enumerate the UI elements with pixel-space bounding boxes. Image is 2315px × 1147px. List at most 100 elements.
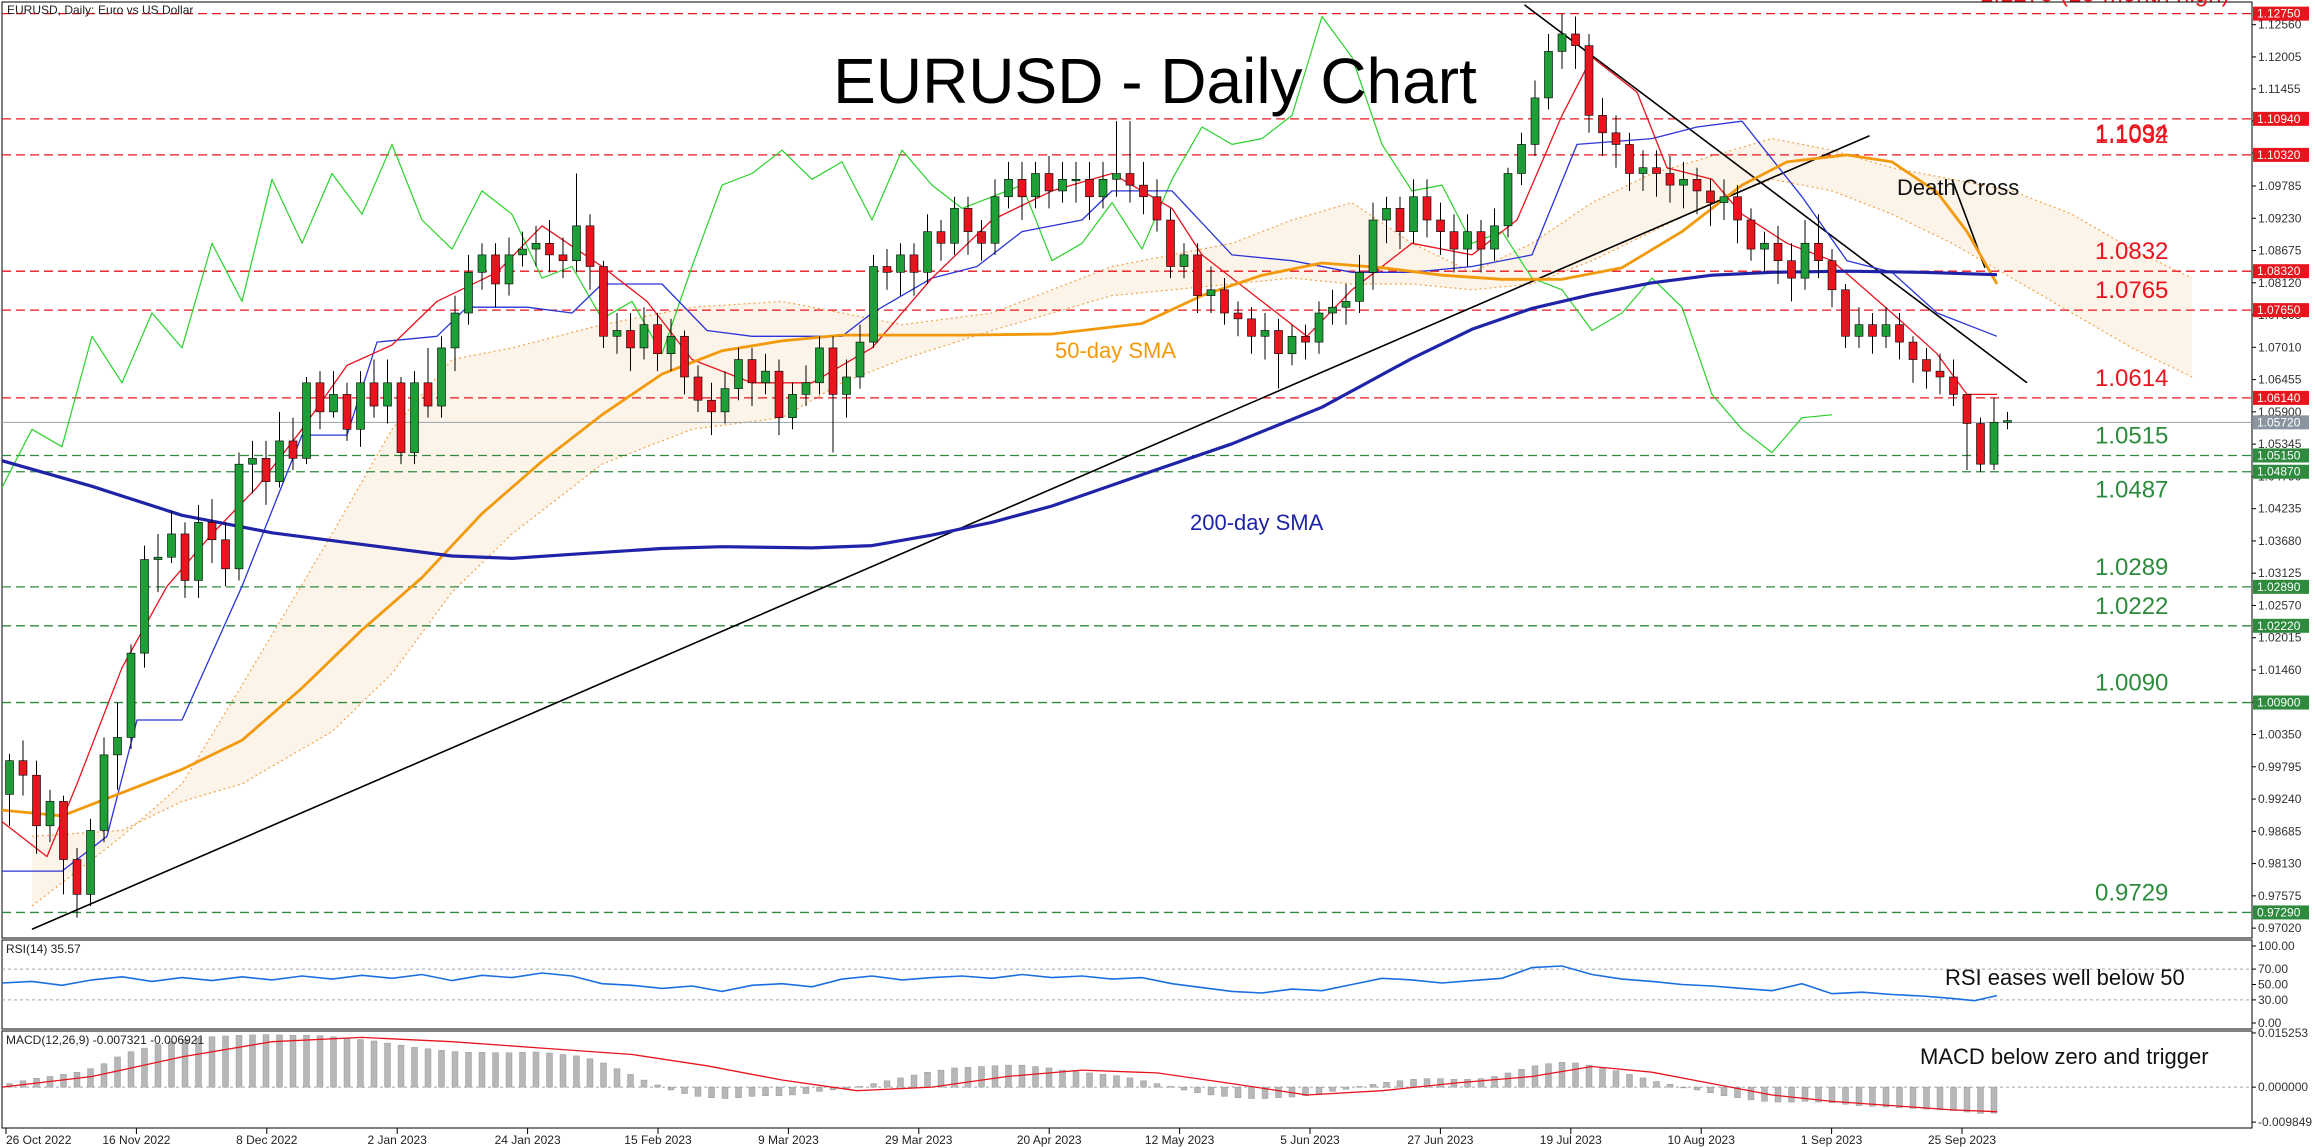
chart-title: EURUSD - Daily Chart [833,45,1477,117]
macd-histogram-bar [100,1063,108,1088]
trendline [1524,4,2028,384]
level-label: 1.1275 (18-month high) [1980,0,2230,8]
candle [1125,121,1135,203]
candle [1733,185,1742,244]
macd-histogram-bar [1207,1086,1215,1096]
macd-label: MACD(12,26,9) -0.007321 -0.006921 [6,1033,204,1047]
candle [18,740,28,796]
macd-histogram-bar [465,1052,472,1088]
macd-histogram-bar [141,1047,148,1088]
candle-body [329,394,338,413]
price-tick-label: 1.01460 [2258,663,2302,677]
macd-histogram-bar [1410,1079,1417,1088]
candle-body [1463,231,1472,250]
candle-body [1922,359,1931,372]
candle-body [558,254,568,262]
price-tick-label: 1.03680 [2258,534,2302,548]
candle [86,818,95,907]
candle [1193,243,1202,314]
candle [396,376,406,465]
macd-histogram-bar [343,1037,351,1088]
level-label: 1.0515 [2095,422,2168,449]
candle-body [180,533,190,581]
macd-histogram-bar [883,1080,891,1088]
candle-body [477,254,487,273]
candle-body [1746,219,1756,250]
candle-body [707,399,716,413]
candle [99,737,109,843]
candle [666,318,676,372]
candle-body [1976,423,1985,465]
candle-body [1895,324,1904,343]
candle-body [801,382,811,395]
macd-histogram-bar [1396,1080,1404,1088]
candle-body [248,458,257,465]
candle-body [585,225,595,267]
candle-body [599,266,608,337]
candle [1989,397,1999,470]
macd-histogram-bar [1153,1083,1161,1088]
macd-histogram-bar [856,1086,864,1088]
macd-histogram-bar [1369,1084,1377,1088]
candle-body [936,231,946,244]
macd-histogram-bar [438,1049,445,1088]
level-label: 1.0832 [2095,238,2168,265]
candle-body [572,225,581,262]
macd-signal-line [1,1036,1998,1113]
candle-body [1881,324,1891,337]
macd-histogram-bar [1315,1086,1323,1094]
macd-histogram-bar [1518,1069,1525,1088]
candle [1692,167,1702,215]
candle [950,196,959,255]
macd-histogram-bar [1491,1076,1498,1088]
rsi-panel-frame [1,939,2253,1030]
candle [1598,97,1607,157]
price-tick-label: 1.11455 [2258,82,2301,96]
macd-histogram-bar [235,1035,243,1088]
macd-histogram-bar [1855,1086,1863,1106]
macd-tick-label: -0.009849 [2258,1115,2312,1129]
candle-body [32,774,41,827]
candle [72,847,82,918]
candle-body [18,760,28,776]
candle-body [1125,173,1135,186]
candle-body [1422,196,1432,221]
macd-histogram-bar [1842,1086,1849,1105]
macd-histogram-bar [627,1074,634,1088]
date-tick-label: 2 Jan 2023 [368,1133,428,1147]
macd-histogram-bar [1545,1063,1552,1088]
macd-histogram-bar [1666,1084,1674,1088]
candle [59,795,68,895]
rsi-tick-label: 0.00 [2258,1016,2282,1030]
price-badge-label: 1.00900 [2257,696,2301,710]
date-tick-label: 29 Mar 2023 [885,1133,953,1147]
candle-body [1206,289,1216,296]
candle [855,324,865,389]
macd-histogram-bar [748,1086,756,1097]
candle-body [1247,318,1256,337]
macd-histogram-bar [519,1052,526,1088]
candle-body [1382,208,1391,221]
price-badge-label: 1.10320 [2257,148,2301,162]
price-badge-box [2253,6,2309,21]
price-badge: 1.02220 [2253,618,2309,633]
candle [626,313,635,372]
candle [1449,214,1459,273]
level-label: 1.0090 [2095,670,2168,697]
candle [1652,150,1661,197]
price-badge-box [2253,695,2309,710]
candle-body [1989,422,1999,465]
macd-histogram-bar [964,1067,972,1088]
candle-body [1341,301,1351,308]
candle-body [59,801,68,860]
candle [869,254,878,348]
candle-body [1260,330,1270,337]
date-tick-label: 10 Aug 2023 [1667,1133,1735,1147]
candle [45,789,55,843]
macd-histogram-bar [1167,1086,1174,1088]
price-badge-label: 1.08320 [2257,264,2301,278]
macd-histogram-bar [168,1041,175,1088]
macd-histogram-bar [1180,1086,1188,1091]
macd-histogram-bar [1342,1086,1350,1090]
